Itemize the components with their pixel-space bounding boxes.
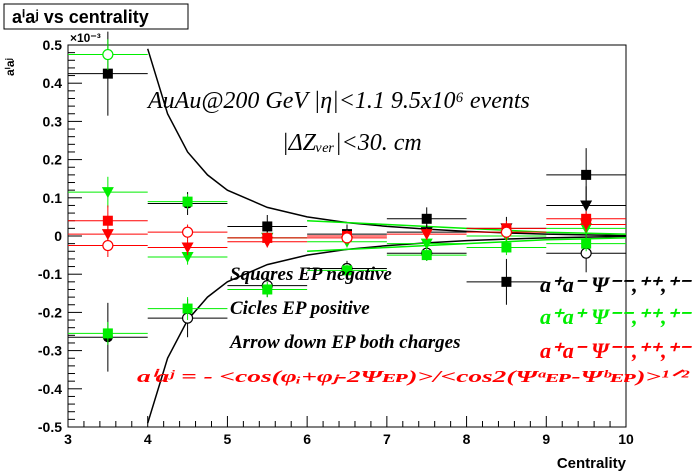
triangle-down-marker xyxy=(181,242,194,254)
red-circle-open-point xyxy=(466,224,547,240)
circle-open-marker xyxy=(341,232,353,244)
data-points xyxy=(68,31,626,372)
red-triangle-down-point xyxy=(386,228,467,241)
green-circle-open-point xyxy=(68,39,148,70)
y-tick-label: 0 xyxy=(54,228,62,244)
chart-title-group: aⁱaʲ vs centrality xyxy=(3,3,189,30)
red-circle-open-point xyxy=(68,234,148,258)
red-circle-open-point xyxy=(307,232,387,244)
chart-title: aⁱaʲ vs centrality xyxy=(12,7,149,27)
green-triangle-down-point xyxy=(68,176,148,208)
y-tick-label: 0.5 xyxy=(43,37,63,53)
square-marker xyxy=(421,250,432,261)
green-square-point xyxy=(307,264,387,277)
annotation-events: AuAu@200 GeV |η|<1.1 9.5x10⁶ events xyxy=(146,88,530,114)
triangle-down-marker xyxy=(181,252,194,264)
circle-open-marker xyxy=(181,226,194,238)
x-axis: 3 4 5 6 7 8 9 10 xyxy=(64,416,634,447)
square-marker xyxy=(501,276,512,287)
x-tick-label: 7 xyxy=(383,431,391,447)
x-tick-label: 5 xyxy=(224,431,232,447)
x-tick-label: 6 xyxy=(303,431,311,447)
square-marker xyxy=(501,242,512,253)
black-square-point xyxy=(466,258,547,305)
square-marker xyxy=(102,328,113,339)
chart-title-box xyxy=(3,3,189,30)
green-square-point xyxy=(147,193,228,210)
square-marker xyxy=(102,68,113,79)
green-square-point xyxy=(546,236,626,252)
square-marker xyxy=(262,284,273,295)
green-square-point xyxy=(227,281,308,298)
y-axis: -0.5 -0.4 -0.3 -0.2 -0.1 0 0.1 0.2 0.3 0.4 0.5 xyxy=(38,37,82,435)
legend-squares: Squares EP negative xyxy=(230,264,392,285)
circle-open-marker xyxy=(102,48,114,61)
x-tick-label: 9 xyxy=(542,431,550,447)
x-axis-label: Centrality xyxy=(557,455,627,472)
square-marker xyxy=(182,303,193,314)
y-axis-label: aⁱaʲ xyxy=(3,58,17,76)
square-marker xyxy=(262,221,273,232)
circle-open-marker xyxy=(102,239,114,252)
triangle-down-marker xyxy=(420,238,433,250)
y-tick-label: -0.3 xyxy=(38,343,62,359)
square-marker xyxy=(581,238,592,249)
square-marker xyxy=(581,169,592,180)
square-marker xyxy=(421,213,432,224)
triangle-down-marker xyxy=(420,229,433,241)
triangle-down-marker xyxy=(580,200,593,212)
square-marker xyxy=(182,196,193,207)
green-square-point xyxy=(147,297,228,321)
y-tick-label: -0.1 xyxy=(38,266,62,282)
y-exponent-label: ×10⁻³ xyxy=(70,31,101,45)
x-tick-label: 3 xyxy=(64,431,72,447)
legend-circles: Cicles EP positive xyxy=(230,298,370,319)
legend-arrows: Arrow down EP both charges xyxy=(229,332,461,353)
annotation-zvertex: |ΔZᵥₑᵣ|<30. cm xyxy=(282,130,422,156)
square-marker xyxy=(102,215,113,226)
triangle-down-marker xyxy=(261,236,274,248)
y-tick-label: 0.4 xyxy=(43,75,63,91)
green-square-point xyxy=(68,321,148,345)
triangle-down-marker xyxy=(580,219,593,231)
label-black-series: a⁺a⁻ Ψ⁻⁻,⁺⁺,⁺⁻ xyxy=(540,272,692,297)
x-tick-label: 4 xyxy=(144,431,152,447)
red-circle-open-point xyxy=(147,224,228,240)
y-tick-label: 0.1 xyxy=(43,190,63,206)
red-triangle-down-point xyxy=(546,216,626,233)
y-tick-label: 0.2 xyxy=(43,152,63,168)
y-tick-label: -0.5 xyxy=(38,419,62,435)
y-tick-label: 0.3 xyxy=(43,113,63,129)
lower-envelope-green-curve xyxy=(307,237,627,253)
x-tick-label: 10 xyxy=(618,431,634,447)
red-triangle-down-point xyxy=(147,239,228,256)
square-marker xyxy=(342,265,352,276)
x-tick-label: 8 xyxy=(463,431,471,447)
green-square-point xyxy=(386,249,467,261)
y-tick-label: -0.4 xyxy=(38,381,62,397)
y-tick-label: -0.2 xyxy=(38,304,62,320)
red-triangle-down-point xyxy=(227,236,308,248)
circle-open-marker xyxy=(500,226,513,238)
annotations: AuAu@200 GeV |η|<1.1 9.5x10⁶ events |ΔZᵥ… xyxy=(137,88,692,386)
label-red-series: a⁺a⁻ Ψ⁻⁻,⁺⁺,⁺⁻ xyxy=(540,338,692,363)
formula: aⁱaʲ = - <cos(φᵢ+φⱼ-2Ψᴇᴘ)>/<cos2(Ψᵃᴇᴘ-Ψᵇ… xyxy=(137,367,690,386)
triangle-down-marker xyxy=(101,187,114,199)
label-green-series: a⁺a⁺ Ψ⁻⁻,⁺⁺,⁺⁻ xyxy=(540,304,692,329)
